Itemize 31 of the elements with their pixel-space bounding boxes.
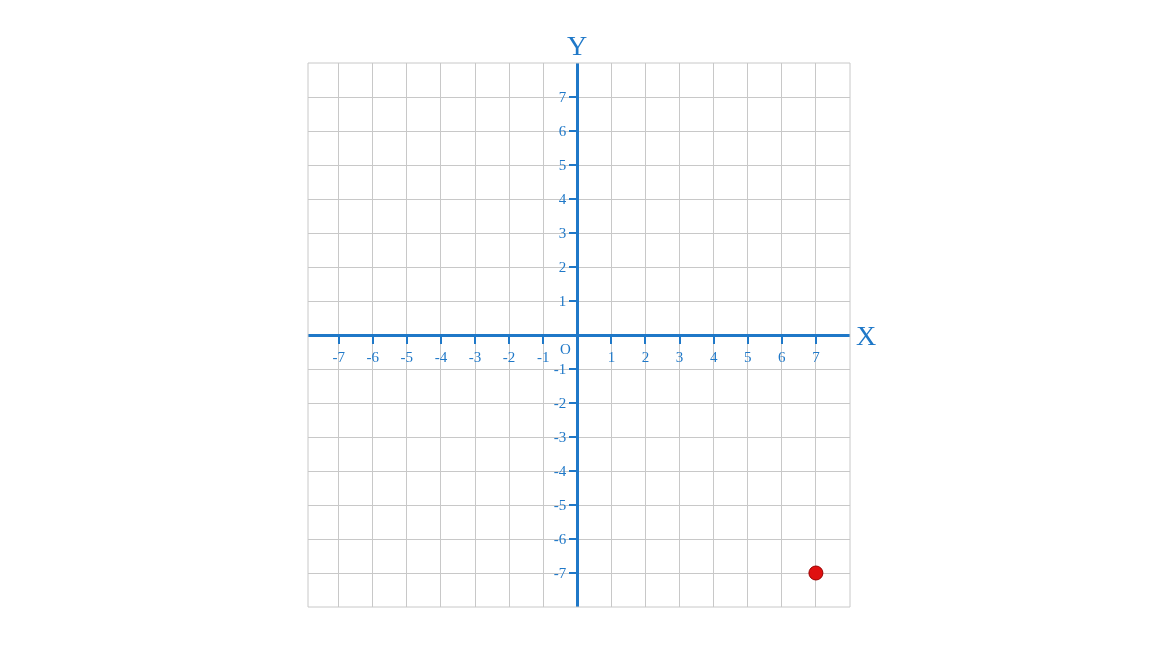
annotation: O: [560, 341, 571, 357]
y-tick-label: 1: [558, 293, 567, 310]
x-tick-label: 2: [641, 349, 650, 365]
y-tick-label: -4: [553, 463, 567, 480]
y-tick-label: 3: [558, 225, 567, 242]
y-tick-label: 2: [558, 259, 567, 276]
x-tick-label: -3: [468, 349, 482, 365]
y-tick-label: -7: [553, 565, 567, 582]
x-tick-label: 3: [675, 349, 684, 365]
x-tick-label: 4: [709, 349, 718, 365]
x-tick-label: 5: [743, 349, 752, 365]
y-tick-label: 6: [558, 123, 567, 140]
y-tick-label: 7: [558, 89, 567, 106]
y-tick-label: 4: [558, 191, 567, 208]
y-tick-label: -6: [553, 531, 567, 548]
x-tick-label: 1: [607, 349, 616, 365]
x-tick-label: -7: [332, 349, 346, 365]
x-tick-label: -4: [434, 349, 448, 365]
x-tick-label: 7: [812, 349, 821, 365]
y-tick-label: -5: [553, 497, 567, 514]
x-tick-label: -1: [536, 349, 550, 365]
x-tick-label: 6: [778, 349, 787, 365]
y-tick-label: -2: [553, 395, 567, 412]
y-axis-title: Y: [567, 30, 588, 61]
x-axis-title: X: [856, 320, 877, 351]
y-tick-label: 5: [558, 157, 567, 174]
x-tick-label: -5: [400, 349, 414, 365]
x-tick-label: -2: [502, 349, 516, 365]
x-tick-label: -6: [366, 349, 380, 365]
y-tick-label: -1: [553, 361, 567, 378]
y-tick-label: -3: [553, 429, 567, 446]
